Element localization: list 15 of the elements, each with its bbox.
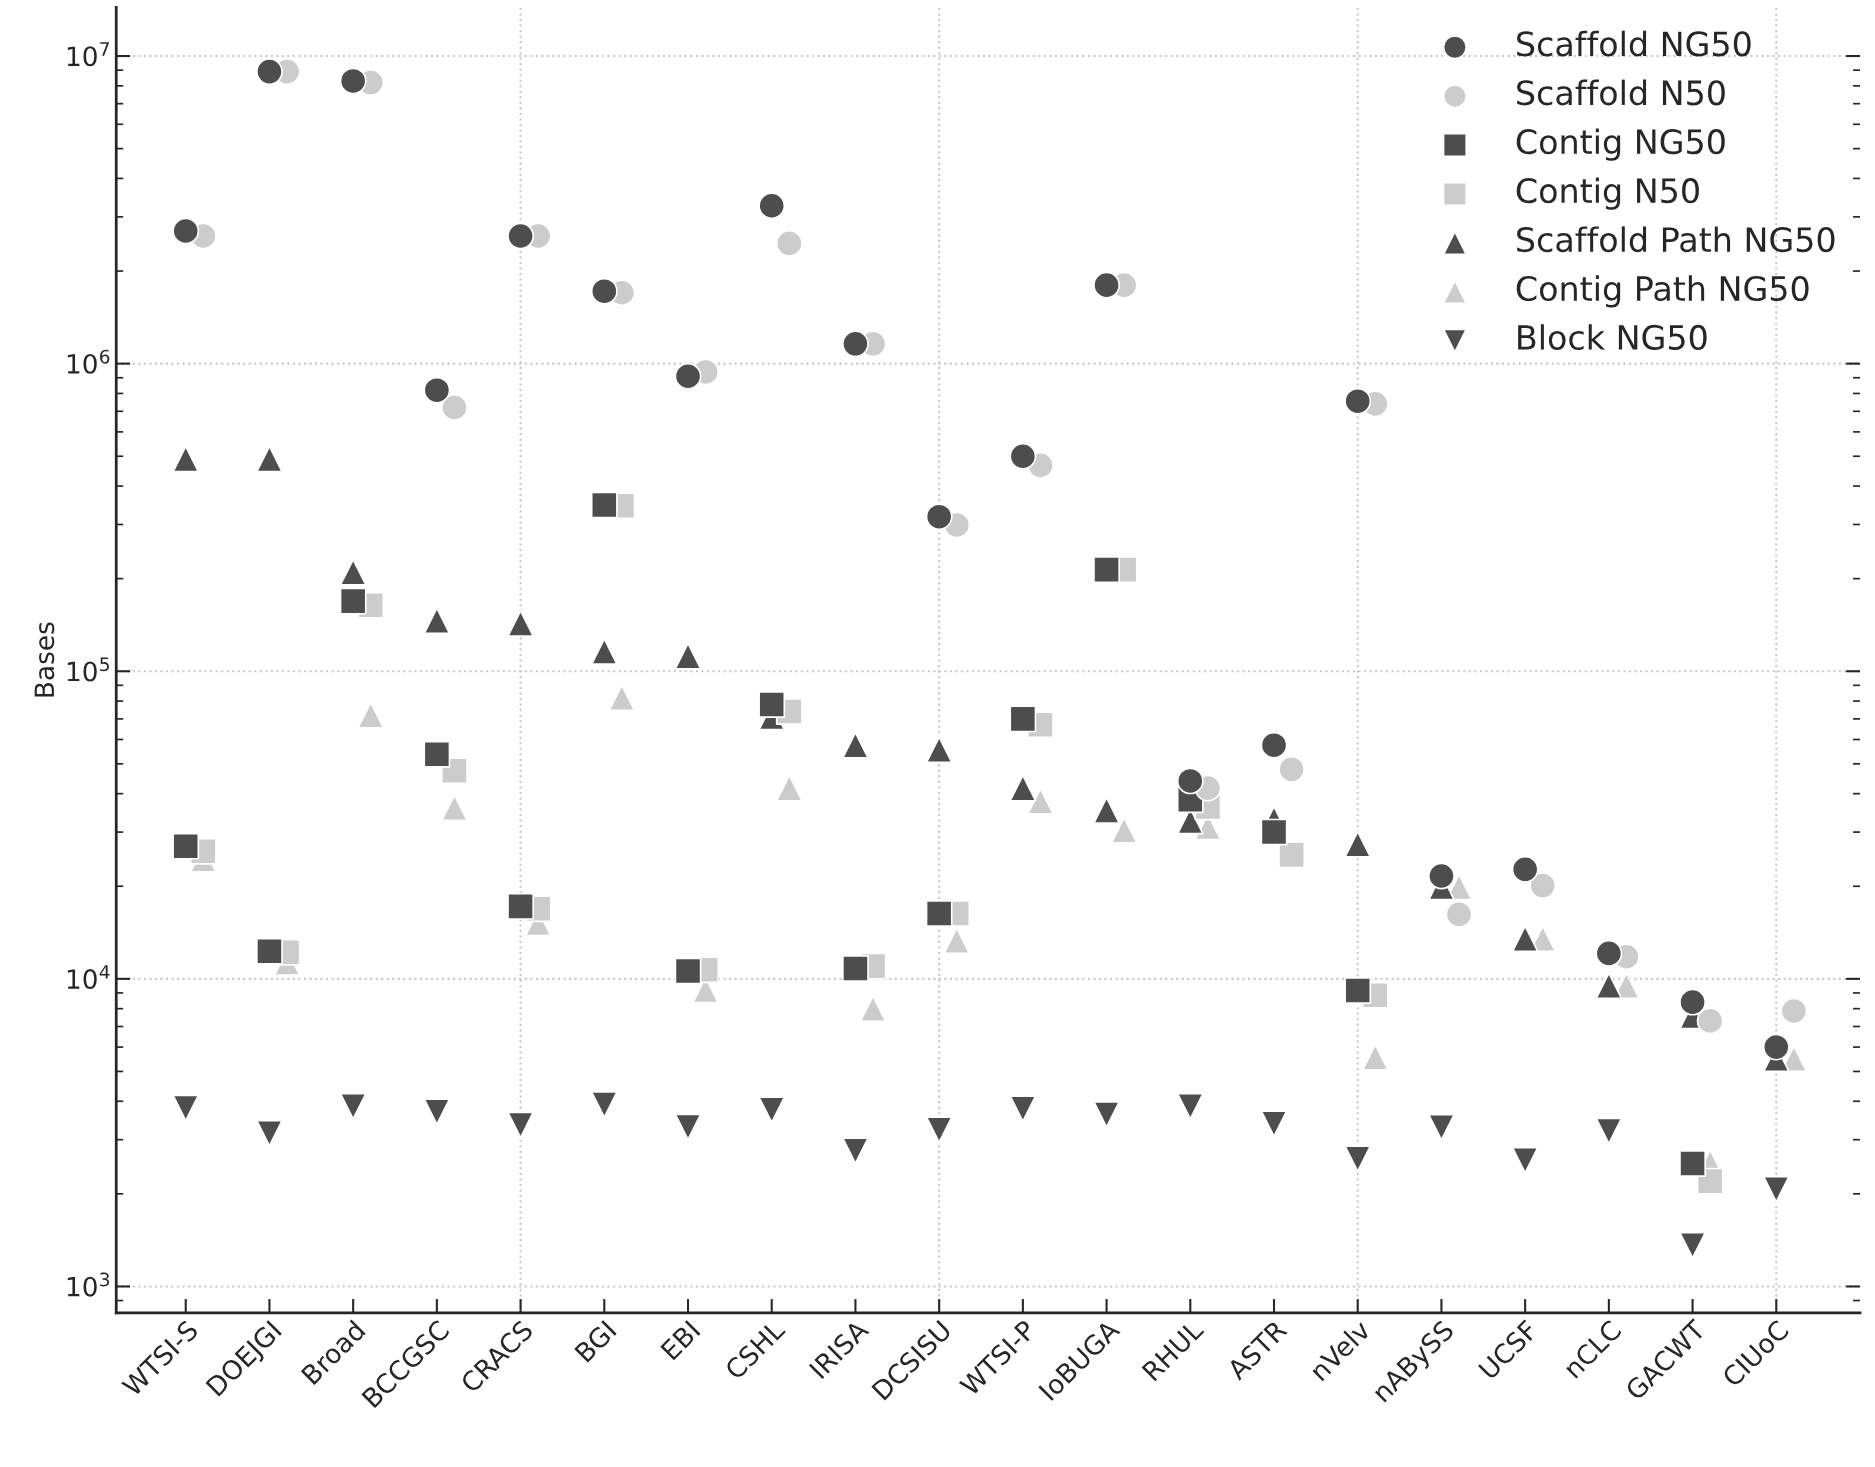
y-tick-label: 10$^{5}$ <box>67 657 109 682</box>
y-tick-label: 10$^{4}$ <box>67 965 110 990</box>
y-tick-label: 10$^{3}$ <box>67 1272 110 1297</box>
legend-label: Block NG50 <box>1518 324 1707 351</box>
legend-label: Contig NG50 <box>1516 128 1725 161</box>
y-tick-label: 10$^{7}$ <box>67 42 109 67</box>
legend-label: Contig N50 <box>1516 177 1699 210</box>
legend-label: Contig Path NG50 <box>1516 275 1809 308</box>
y-tick-label: 10$^{6}$ <box>67 349 110 374</box>
x-tick-label: BGI <box>574 1319 617 1363</box>
y-axis-title: Bases <box>34 622 55 697</box>
x-tick-label: EBI <box>660 1320 701 1361</box>
legend-label: Scaffold N50 <box>1517 79 1725 106</box>
legend-label: Scaffold NG50 <box>1517 30 1751 57</box>
legend-label: Scaffold Path NG50 <box>1517 226 1835 253</box>
